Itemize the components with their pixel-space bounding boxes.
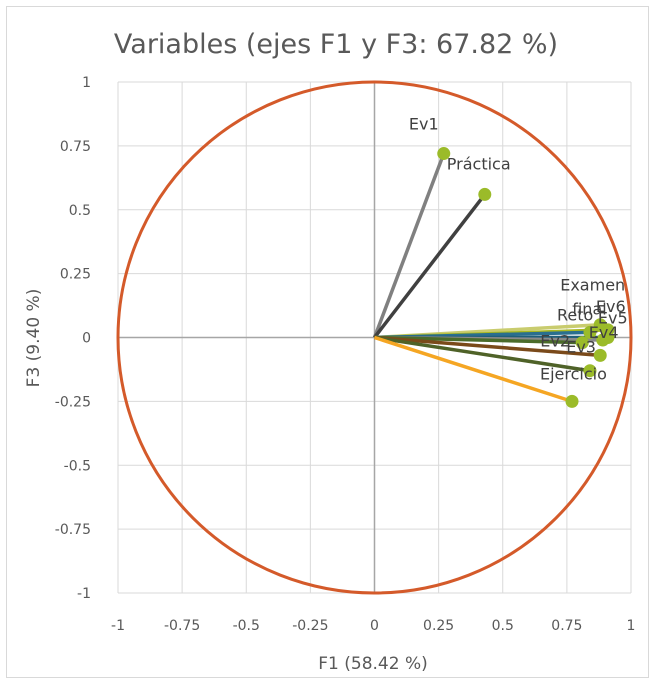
x-tick-label: -0.75 xyxy=(164,618,200,634)
label-ev4: Ev4 xyxy=(589,323,619,342)
point-ev2 xyxy=(575,336,589,350)
label-práctica: Práctica xyxy=(447,154,511,173)
point-unnamed xyxy=(565,394,579,408)
x-tick-label: 0.5 xyxy=(492,618,514,634)
vector-ejercicio xyxy=(374,335,591,373)
vector-ev1 xyxy=(372,152,446,339)
y-tick-label: 1 xyxy=(82,75,91,91)
point-ejercicio xyxy=(583,364,597,378)
x-tick-label: 0 xyxy=(370,618,379,634)
y-tick-label: 0.5 xyxy=(69,203,91,219)
unit-circle xyxy=(116,80,633,595)
vector-unnamed xyxy=(373,335,573,404)
tick-labels: -1 -0.75 -0.5 -0.25 0 0.25 0.5 0.75 1 1 0.75 0.5 0.2… xyxy=(55,75,636,634)
x-axis-title: F1 (58.42 %) xyxy=(318,654,428,674)
correlation-circle xyxy=(116,80,633,595)
chart-title: Variables (ejes F1 y F3: 67.82 %) xyxy=(114,29,558,60)
y-tick-label: 0.25 xyxy=(60,267,91,283)
vector-ev2 xyxy=(374,335,583,345)
label-ev5: Ev5 xyxy=(598,309,628,328)
label-ejercicio: Ejercicio xyxy=(540,365,607,384)
point-práctica xyxy=(478,187,492,201)
y-tick-label: 0.75 xyxy=(60,139,91,155)
label-ev3: Ev3 xyxy=(566,337,596,356)
label-ev1: Ev1 xyxy=(409,115,439,134)
x-tick-label: -0.5 xyxy=(233,618,260,634)
label-examen-final: Examen final xyxy=(560,276,625,319)
x-tick-label: -0.25 xyxy=(292,618,328,634)
x-tick-label: 0.75 xyxy=(551,618,582,634)
x-tick-label: 0.25 xyxy=(423,618,454,634)
x-tick-label: 1 xyxy=(627,618,636,634)
vector-práctica xyxy=(373,193,487,339)
y-tick-label: -0.5 xyxy=(64,458,91,474)
label-reto: Reto xyxy=(557,305,593,324)
variable-points xyxy=(437,147,615,408)
label-ev2: Ev2 xyxy=(540,332,570,351)
label-ev6: Ev6 xyxy=(596,297,626,316)
point-ev1 xyxy=(437,147,451,161)
point-reto xyxy=(583,325,597,339)
y-axis-title: F3 (9.40 %) xyxy=(24,289,44,388)
y-tick-label: 0 xyxy=(82,331,91,347)
point-ev4 xyxy=(596,333,610,347)
y-tick-label: -0.75 xyxy=(55,522,91,538)
y-tick-label: -1 xyxy=(77,586,91,602)
x-tick-label: -1 xyxy=(111,618,125,634)
variable-vectors xyxy=(372,152,608,404)
point-ev3 xyxy=(593,348,607,362)
vector-ev3 xyxy=(374,335,601,358)
y-tick-label: -0.25 xyxy=(55,394,91,410)
